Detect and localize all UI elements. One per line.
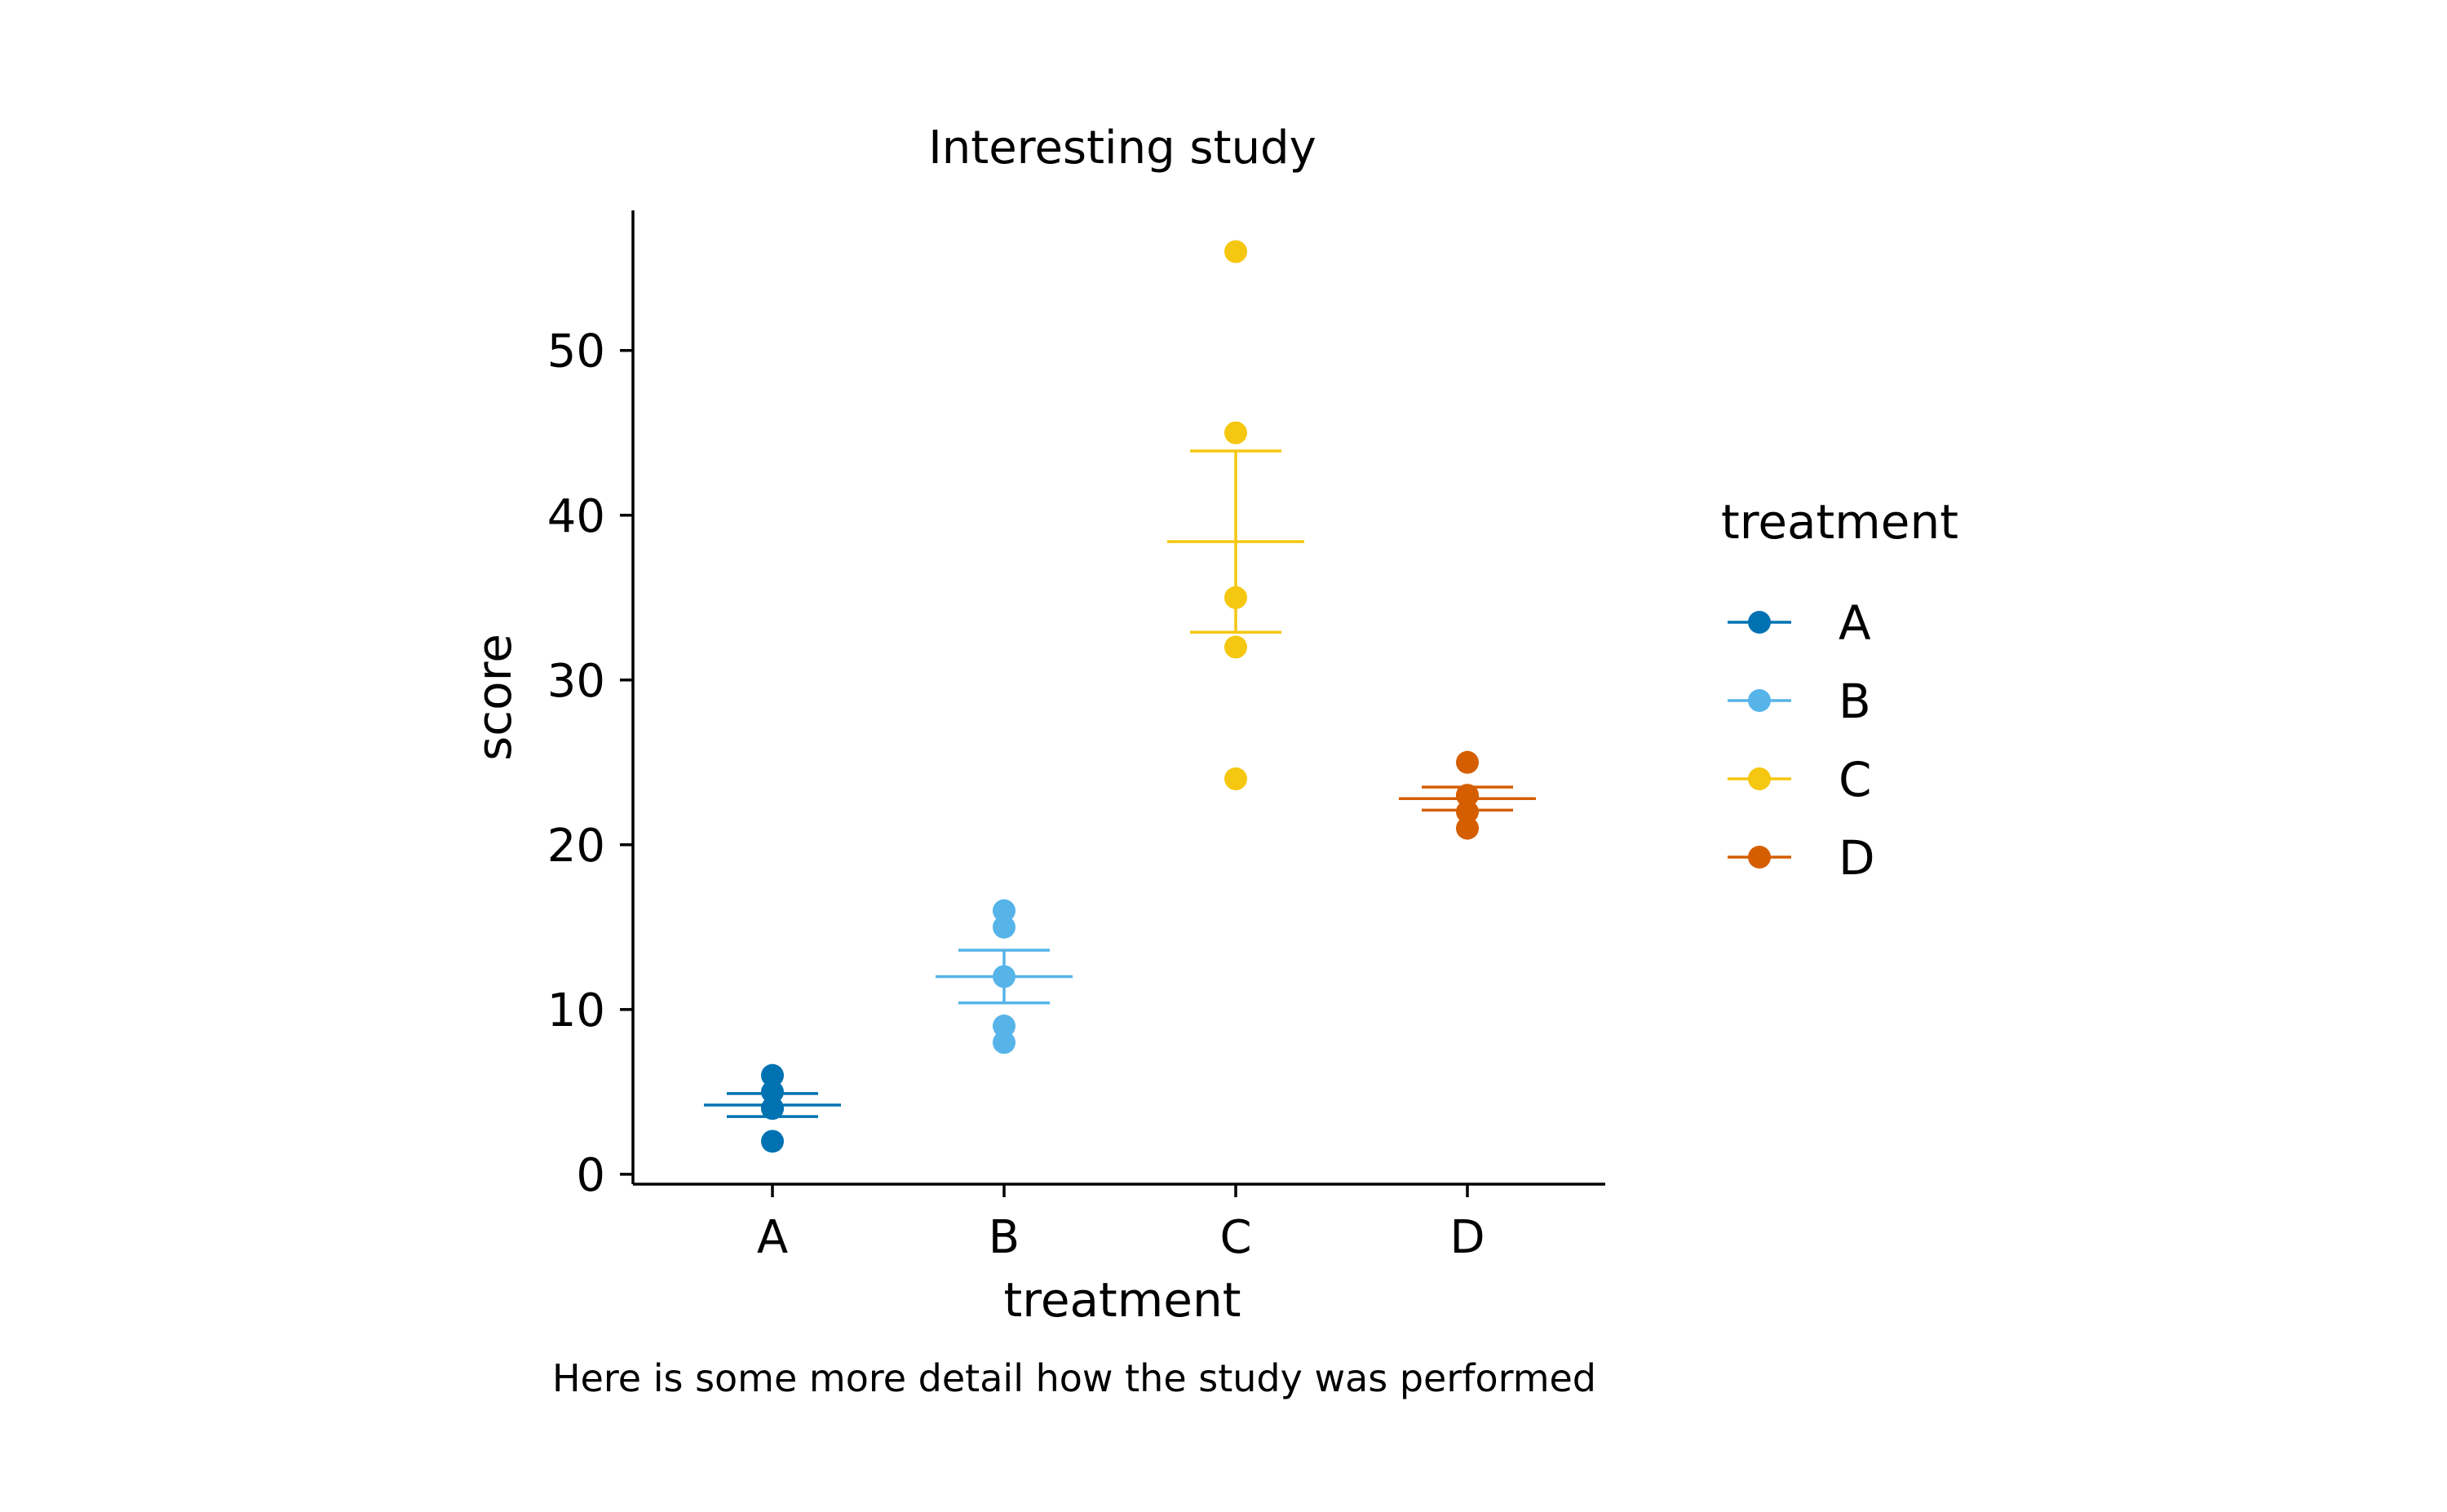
y-tick-label: 40: [547, 490, 605, 543]
legend-item-B: B: [1728, 674, 1871, 729]
data-point: [993, 899, 1016, 922]
data-point: [1456, 816, 1479, 840]
data-point: [993, 915, 1016, 939]
data-point: [761, 1130, 784, 1153]
data-point: [993, 1015, 1016, 1038]
data-point: [761, 1080, 784, 1103]
data-point: [1224, 586, 1247, 609]
x-tick-label: D: [1449, 1211, 1485, 1264]
x-tick-label: A: [757, 1211, 788, 1264]
legend-key-point: [1748, 767, 1771, 790]
x-tick-label: C: [1219, 1211, 1251, 1264]
y-tick-label: 30: [547, 655, 605, 708]
legend-item-label: D: [1839, 830, 1875, 886]
legend-item-D: D: [1728, 830, 1875, 886]
data-point: [761, 1097, 784, 1121]
data-point: [1456, 750, 1479, 774]
legend-item-label: B: [1839, 674, 1871, 729]
legend-key-point: [1748, 611, 1771, 634]
data-point: [1456, 784, 1479, 807]
data-point: [1224, 635, 1247, 659]
series-B: [936, 899, 1073, 1054]
legend-item-label: A: [1839, 595, 1871, 651]
x-axis-label: treatment: [1004, 1272, 1241, 1328]
legend-title: treatment: [1721, 494, 1958, 550]
chart-caption: Here is some more detail how the study w…: [552, 1356, 1596, 1400]
y-axis-label: score: [467, 634, 522, 761]
data-point: [993, 965, 1016, 988]
y-tick-label: 20: [547, 820, 605, 873]
y-tick-label: 10: [547, 984, 605, 1037]
legend-item-C: C: [1728, 752, 1872, 807]
series-A: [704, 1063, 841, 1153]
data-point: [1224, 240, 1247, 263]
legend-key-point: [1748, 846, 1771, 869]
chart-title: Interesting study: [928, 122, 1316, 175]
data-point: [1456, 800, 1479, 824]
series-C: [1167, 240, 1304, 791]
axes: 0 10 20 30 40 50 A B C D: [547, 210, 1605, 1264]
data-point: [1224, 767, 1247, 791]
x-tick-label: B: [989, 1211, 1020, 1264]
data-point: [1224, 421, 1247, 444]
chart-marks: [704, 240, 1536, 1153]
data-point: [993, 1031, 1016, 1054]
legend-item-A: A: [1728, 595, 1871, 651]
y-tick-label: 0: [576, 1149, 605, 1202]
y-tick-label: 50: [547, 325, 605, 378]
legend-item-label: C: [1839, 752, 1872, 807]
legend-key-point: [1748, 689, 1771, 712]
data-point: [761, 1063, 784, 1087]
series-D: [1399, 750, 1536, 840]
